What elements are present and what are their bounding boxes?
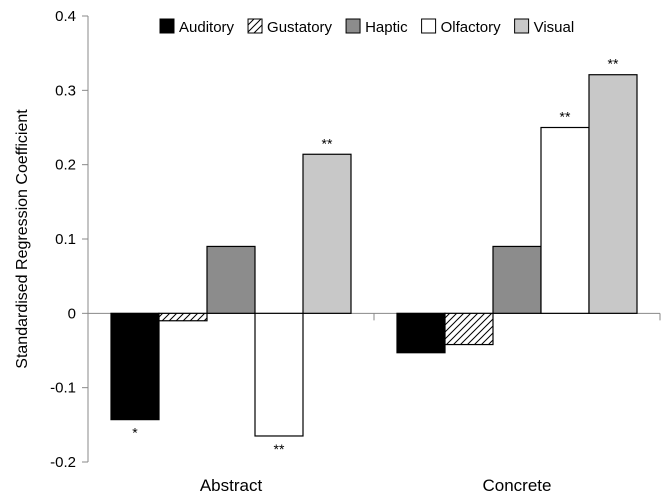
legend-swatch-gustatory bbox=[247, 18, 263, 34]
significance-label: ** bbox=[322, 135, 333, 151]
bar-visual-concrete bbox=[588, 74, 638, 314]
axes: 0.4 0.3 0.2 0.1 0 -0.1 -0.2 bbox=[50, 8, 661, 471]
bar-haptic-abstract bbox=[206, 245, 256, 314]
y-tick-label: 0.1 bbox=[55, 231, 76, 248]
legend-label: Olfactory bbox=[441, 19, 502, 36]
legend: Auditory Gustatory Haptic Olfactory Visual bbox=[159, 18, 575, 36]
y-tick-label: -0.1 bbox=[50, 380, 76, 397]
legend-swatch-auditory bbox=[159, 18, 175, 34]
bar-visual-abstract bbox=[302, 153, 352, 314]
significance-label: ** bbox=[560, 109, 571, 125]
legend-swatch-visual bbox=[514, 18, 530, 34]
legend-label: Auditory bbox=[179, 19, 235, 36]
category-label: Abstract bbox=[200, 476, 263, 495]
bar-gustatory-concrete bbox=[444, 312, 494, 346]
significance-label: ** bbox=[274, 441, 285, 457]
y-tick-label: 0.2 bbox=[55, 157, 76, 174]
bar-olfactory-concrete bbox=[540, 126, 590, 314]
bars: *****Abstract****Concrete bbox=[110, 56, 638, 495]
bar-auditory-concrete bbox=[396, 312, 446, 354]
bar-olfactory-abstract bbox=[254, 312, 304, 437]
bar-haptic-concrete bbox=[492, 245, 542, 314]
significance-label: ** bbox=[608, 56, 619, 72]
category-label: Concrete bbox=[483, 476, 552, 495]
y-tick-label: 0.4 bbox=[55, 8, 76, 25]
legend-swatch-olfactory bbox=[421, 18, 437, 34]
y-axis-label: Standardised Regression Coefficient bbox=[14, 109, 31, 369]
y-tick-label: 0.3 bbox=[55, 82, 76, 99]
significance-label: * bbox=[132, 425, 138, 441]
legend-swatch-haptic bbox=[345, 18, 361, 34]
bar-gustatory-abstract bbox=[158, 312, 208, 322]
bar-auditory-abstract bbox=[110, 312, 160, 421]
y-tick-label: -0.2 bbox=[50, 454, 76, 471]
legend-label: Haptic bbox=[365, 19, 408, 36]
legend-label: Gustatory bbox=[267, 19, 333, 36]
y-tick-label: 0 bbox=[68, 305, 76, 322]
legend-label: Visual bbox=[534, 19, 575, 36]
